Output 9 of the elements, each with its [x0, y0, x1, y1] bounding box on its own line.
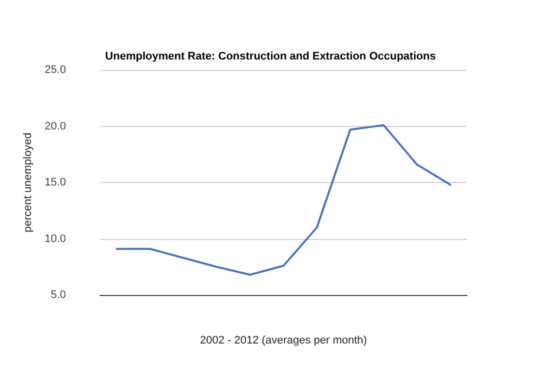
y-tick-label: 25.0 — [44, 64, 66, 76]
line-series — [116, 124, 452, 276]
chart-title: Unemployment Rate: Construction and Extraction Occupations — [105, 50, 436, 62]
y-tick-label: 5.0 — [50, 289, 66, 301]
x-axis-title: 2002 - 2012 (averages per month) — [200, 334, 367, 346]
y-tick-label: 15.0 — [44, 176, 66, 188]
y-axis-title: percent unemployed — [22, 132, 34, 232]
y-tick-label: 10.0 — [44, 232, 66, 245]
y-tick-label: 20.0 — [44, 120, 66, 132]
